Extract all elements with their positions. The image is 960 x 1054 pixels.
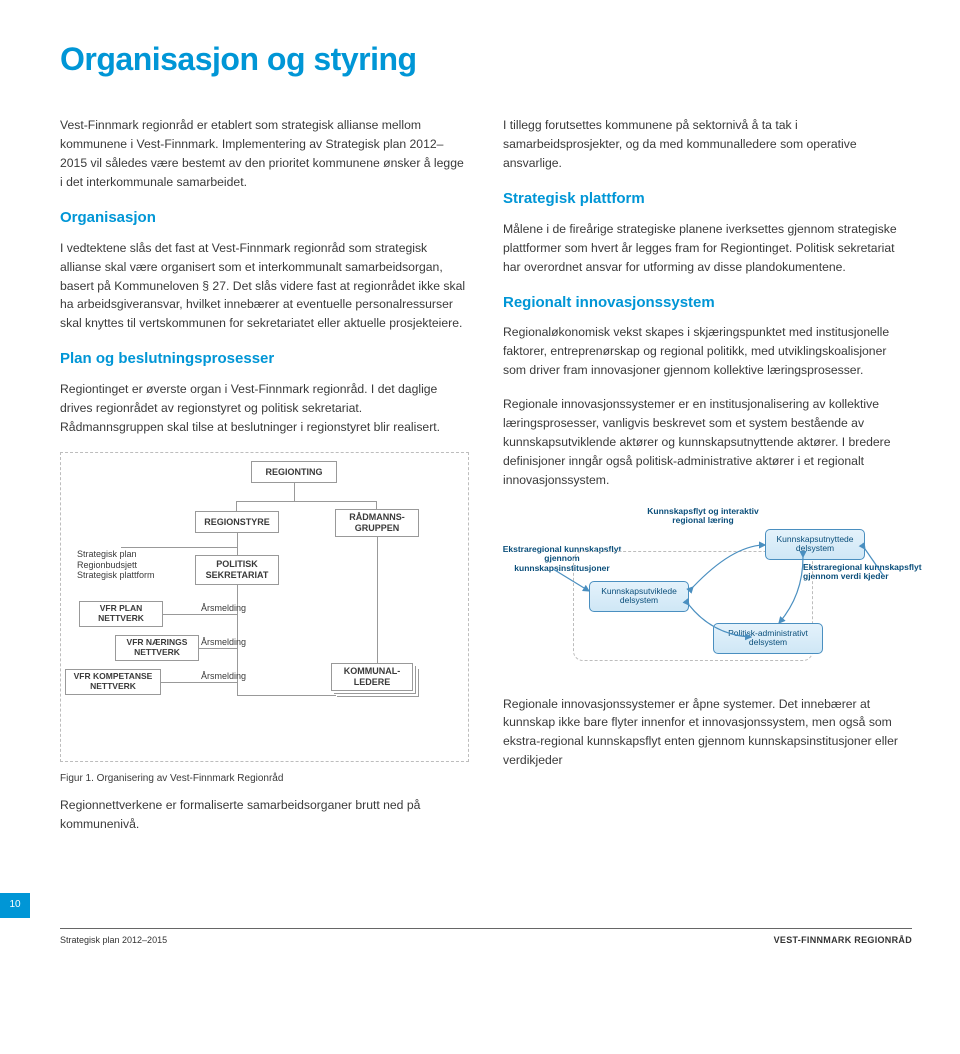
left-column: Vest-Finnmark regionråd er etablert som … [60,116,469,849]
org-label-strategisk: Strategisk plan Regionbudsjett Strategis… [77,549,187,581]
org-label-arsmelding-1: Årsmelding [201,603,246,614]
org-node-kommunal: KOMMUNAL- LEDERE [331,663,413,691]
org-node-vfrplan: VFR PLAN NETTVERK [79,601,163,627]
after-sys-paragraph: Regionale innovasjonssystemer er åpne sy… [503,695,912,771]
heading-organisasjon: Organisasjon [60,207,469,229]
after-figure-paragraph: Regionnettverkene er formaliserte samarb… [60,796,469,834]
figure-caption: Figur 1. Organisering av Vest-Finnmark R… [60,772,469,787]
org-node-vfrkomp: VFR KOMPETANSE NETTVERK [65,669,161,695]
innov-paragraph-2: Regionale innovasjonssystemer er en inst… [503,395,912,490]
innov-paragraph-1: Regionaløkonomisk vekst skapes i skjærin… [503,323,912,380]
sys-node-right: Kunnskapsutnyttede delsystem [765,529,865,561]
right-column: I tillegg forutsettes kommunene på sekto… [503,116,912,849]
intro-paragraph: Vest-Finnmark regionråd er etablert som … [60,116,469,192]
systems-diagram: Kunnskapsflyt og interaktiv regional lær… [503,505,912,685]
tillegg-paragraph: I tillegg forutsettes kommunene på sekto… [503,116,912,173]
org-node-politisk: POLITISK SEKRETARIAT [195,555,279,585]
heading-strategisk-plattform: Strategisk plattform [503,188,912,210]
sys-label-top: Kunnskapsflyt og interaktiv regional lær… [633,507,773,527]
org-node-regionstyre: REGIONSTYRE [195,511,279,533]
org-label-arsmelding-3: Årsmelding [201,671,246,682]
sys-label-right: Ekstraregional kunnskapsflyt gjennom ver… [803,563,923,583]
heading-plan: Plan og beslutningsprosesser [60,348,469,370]
org-node-radmanns: RÅDMANNS- GRUPPEN [335,509,419,537]
org-label-arsmelding-2: Årsmelding [201,637,246,648]
org-paragraph: I vedtektene slås det fast at Vest-Finnm… [60,239,469,334]
footer-right: VEST-FINNMARK REGIONRÅD [774,934,912,947]
heading-innovasjonssystem: Regionalt innovasjonssystem [503,292,912,314]
page-title: Organisasjon og styring [60,36,912,82]
sys-node-left: Kunnskapsutviklede delsystem [589,581,689,613]
strategisk-paragraph: Målene i de fireårige strategiske planen… [503,220,912,277]
page-number: 10 [0,893,30,918]
org-node-regionting: REGIONTING [251,461,337,483]
plan-paragraph: Regiontinget er øverste organ i Vest-Fin… [60,380,469,437]
page-footer: 10 Strategisk plan 2012–2015 VEST-FINNMA… [60,893,912,947]
footer-rule [60,928,912,929]
sys-node-bottom: Politisk-administrativt delsystem [713,623,823,655]
org-chart: REGIONTING REGIONSTYRE RÅDMANNS- GRUPPEN… [60,452,469,762]
org-node-vfrnar: VFR NÆRINGS NETTVERK [115,635,199,661]
footer-left: Strategisk plan 2012–2015 [60,934,167,947]
